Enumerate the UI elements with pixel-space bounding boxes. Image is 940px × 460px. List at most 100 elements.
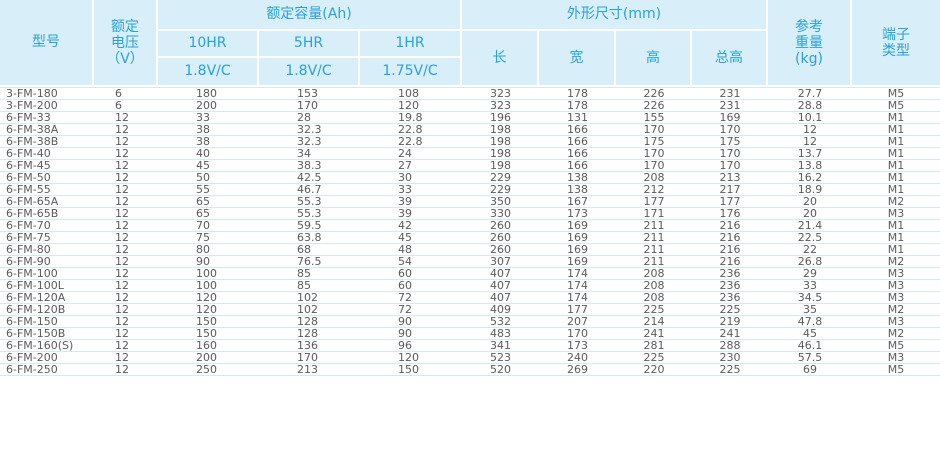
table-row: 6-FM-70 12 70 59.5 42 260 169 211 216 21.4 M1 [0, 220, 940, 232]
table-row: 6-FM-45 12 45 38.3 27 198 166 170 170 13.8 M1 [0, 160, 940, 172]
cell-capacity-1hr: 60 [360, 280, 462, 292]
cell-capacity-10hr: 180 [158, 87, 259, 100]
cell-width: 207 [539, 316, 616, 328]
cell-voltage: 12 [94, 304, 158, 316]
cell-height: 226 [616, 100, 692, 112]
cell-model: 6-FM-200 [0, 352, 94, 364]
cell-height: 226 [616, 87, 692, 100]
cell-capacity-5hr: 102 [259, 292, 360, 304]
cell-terminal: M1 [852, 172, 940, 184]
cell-total-height: 216 [692, 232, 769, 244]
cell-total-height: 236 [692, 292, 769, 304]
table-row: 6-FM-90 12 90 76.5 54 307 169 211 216 26.8 M2 [0, 256, 940, 268]
header-terminal: 端子 类型 [852, 0, 940, 87]
cell-capacity-1hr: 60 [360, 268, 462, 280]
cell-capacity-5hr: 170 [259, 352, 360, 364]
cell-terminal: M1 [852, 136, 940, 148]
cell-voltage: 12 [94, 364, 158, 376]
cell-capacity-1hr: 90 [360, 328, 462, 340]
cell-capacity-10hr: 70 [158, 220, 259, 232]
cell-voltage: 12 [94, 244, 158, 256]
cell-model: 6-FM-38A [0, 124, 94, 136]
table-row: 6-FM-200 12 200 170 120 523 240 225 230 57.5 M3 [0, 352, 940, 364]
cell-weight: 12 [768, 124, 853, 136]
cell-model: 6-FM-70 [0, 220, 94, 232]
cell-width: 138 [539, 172, 616, 184]
table-row: 6-FM-38A 12 38 32.3 22.8 198 166 170 170 12 M1 [0, 124, 940, 136]
cell-length: 483 [462, 328, 539, 340]
table-row: 6-FM-38B 12 38 32.3 22.8 198 166 175 175 12 M1 [0, 136, 940, 148]
cell-total-height: 225 [692, 304, 769, 316]
cell-terminal: M3 [852, 316, 940, 328]
cell-width: 178 [539, 87, 616, 100]
cell-voltage: 12 [94, 280, 158, 292]
cell-capacity-10hr: 45 [158, 160, 259, 172]
cell-width: 174 [539, 292, 616, 304]
cell-voltage: 12 [94, 268, 158, 280]
table-row: 6-FM-100 12 100 85 60 407 174 208 236 29 M3 [0, 268, 940, 280]
cell-width: 178 [539, 100, 616, 112]
cell-capacity-10hr: 38 [158, 136, 259, 148]
cell-height: 171 [616, 208, 692, 220]
cell-terminal: M1 [852, 124, 940, 136]
table-row: 6-FM-120A 12 120 102 72 407 174 208 236 34.5 M3 [0, 292, 940, 304]
table-row: 6-FM-80 12 80 68 48 260 169 211 216 22 M1 [0, 244, 940, 256]
cell-capacity-5hr: 213 [259, 364, 360, 376]
battery-spec-table: 型号 额定 电压 （V） 额定容量(Ah) 外形尺寸(mm) 参考 重量 (kg… [0, 0, 940, 376]
cell-weight: 35 [768, 304, 853, 316]
cell-terminal: M5 [852, 87, 940, 100]
cell-terminal: M2 [852, 196, 940, 208]
cell-width: 166 [539, 148, 616, 160]
cell-capacity-10hr: 250 [158, 364, 259, 376]
cell-capacity-5hr: 28 [259, 112, 360, 124]
cell-voltage: 12 [94, 328, 158, 340]
cell-weight: 69 [768, 364, 853, 376]
cell-terminal: M1 [852, 220, 940, 232]
cell-length: 409 [462, 304, 539, 316]
cell-model: 6-FM-250 [0, 364, 94, 376]
header-rate-10hr: 10HR [158, 31, 259, 58]
cell-total-height: 177 [692, 196, 769, 208]
table-row: 6-FM-33 12 33 28 19.8 196 131 155 169 10.1 M1 [0, 112, 940, 124]
cell-length: 198 [462, 148, 539, 160]
cell-weight: 22 [768, 244, 853, 256]
header-voltage-line2: 电压 [111, 34, 139, 51]
cell-width: 166 [539, 160, 616, 172]
cell-capacity-10hr: 100 [158, 268, 259, 280]
cell-capacity-5hr: 55.3 [259, 196, 360, 208]
table-row: 6-FM-55 12 55 46.7 33 229 138 212 217 18.9 M1 [0, 184, 940, 196]
cell-width: 169 [539, 256, 616, 268]
cell-length: 198 [462, 136, 539, 148]
header-model-label: 型号 [32, 34, 60, 50]
cell-height: 175 [616, 136, 692, 148]
cell-height: 208 [616, 172, 692, 184]
table-header: 型号 额定 电压 （V） 额定容量(Ah) 外形尺寸(mm) 参考 重量 (kg… [0, 0, 940, 87]
cell-length: 260 [462, 244, 539, 256]
cell-terminal: M5 [852, 100, 940, 112]
cell-capacity-5hr: 136 [259, 340, 360, 352]
cell-width: 177 [539, 304, 616, 316]
cell-voltage: 12 [94, 292, 158, 304]
cell-capacity-10hr: 65 [158, 196, 259, 208]
cell-voltage: 12 [94, 232, 158, 244]
table-row: 6-FM-150B 12 150 128 90 483 170 241 241 45 M2 [0, 328, 940, 340]
cell-height: 211 [616, 220, 692, 232]
cell-length: 229 [462, 172, 539, 184]
cell-terminal: M3 [852, 352, 940, 364]
cell-terminal: M1 [852, 232, 940, 244]
table-row: 6-FM-50 12 50 42.5 30 229 138 208 213 16.2 M1 [0, 172, 940, 184]
cell-height: 225 [616, 352, 692, 364]
cell-voltage: 6 [94, 100, 158, 112]
cell-capacity-5hr: 55.3 [259, 208, 360, 220]
cell-model: 6-FM-150B [0, 328, 94, 340]
table-row: 6-FM-65A 12 65 55.3 39 350 167 177 177 20 M2 [0, 196, 940, 208]
table-row: 6-FM-160(S) 12 160 136 96 341 173 281 288 46.1 M5 [0, 340, 940, 352]
cell-height: 170 [616, 148, 692, 160]
cell-weight: 13.7 [768, 148, 853, 160]
cell-weight: 47.8 [768, 316, 853, 328]
cell-capacity-1hr: 24 [360, 148, 462, 160]
table-row: 3-FM-200 6 200 170 120 323 178 226 231 28.8 M5 [0, 100, 940, 112]
cell-total-height: 176 [692, 208, 769, 220]
cell-total-height: 241 [692, 328, 769, 340]
cell-total-height: 170 [692, 160, 769, 172]
